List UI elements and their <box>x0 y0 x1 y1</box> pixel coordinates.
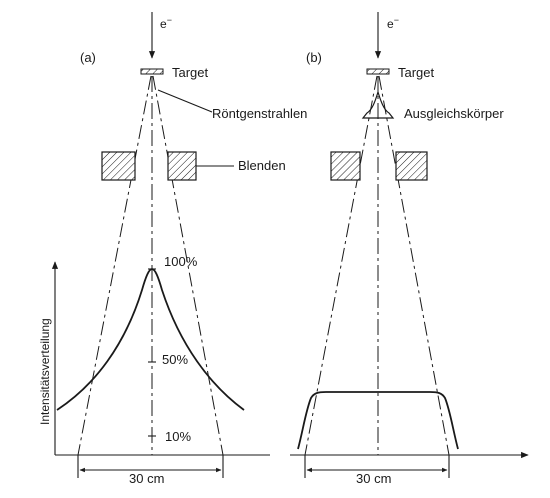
intensity-curve-peaked <box>56 268 245 411</box>
panel-b: (b) e− Target Ausgleichskörper 30 cm <box>290 12 529 486</box>
width-label: 30 cm <box>356 471 391 486</box>
beam-edge-left <box>77 75 152 456</box>
panel-b-tag: (b) <box>306 50 322 65</box>
tick-label-100: 100% <box>164 254 198 269</box>
beam-edge-left <box>304 75 378 456</box>
flattening-filter-label: Ausgleichskörper <box>404 106 504 121</box>
tick-label-50: 50% <box>162 352 188 367</box>
target-block <box>140 68 164 75</box>
aperture-left <box>101 151 136 181</box>
width-label: 30 cm <box>129 471 164 486</box>
y-axis-label: Intensitätsverteilung <box>38 318 52 425</box>
tick-label-10: 10% <box>165 429 191 444</box>
intensity-curve-flat <box>297 391 459 450</box>
panel-a-tag: (a) <box>80 50 96 65</box>
xray-label: Röntgenstrahlen <box>212 106 307 121</box>
beam-edge-right <box>378 75 450 456</box>
aperture-right <box>167 151 197 181</box>
aperture-right <box>395 151 428 181</box>
panel-a: (a) e− Target Röntgenstrahlen Blenden In… <box>38 12 307 486</box>
xray-leader <box>157 89 213 113</box>
aperture-label: Blenden <box>238 158 286 173</box>
target-block <box>366 68 390 75</box>
electron-label: e− <box>387 15 399 31</box>
aperture-left <box>330 151 361 181</box>
target-label: Target <box>398 65 435 80</box>
target-label: Target <box>172 65 209 80</box>
electron-label: e− <box>160 15 172 31</box>
